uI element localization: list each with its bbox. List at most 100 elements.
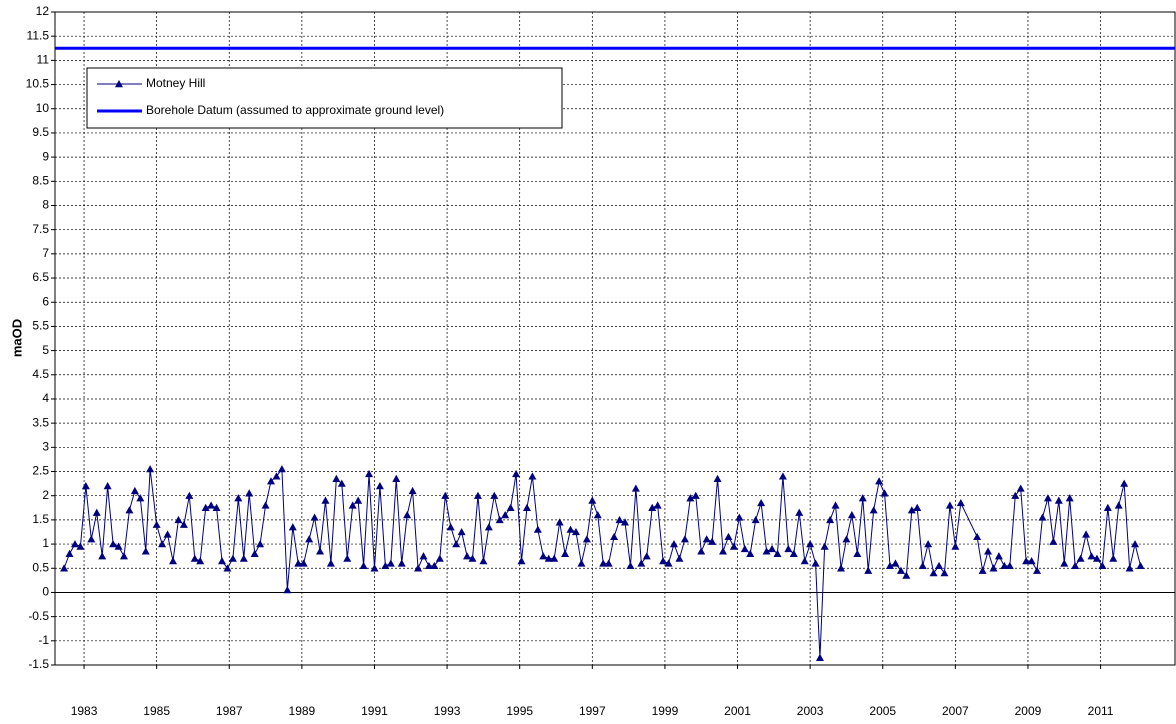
data-point: [653, 501, 662, 509]
y-tick-label: 5: [42, 343, 49, 357]
y-tick-label: 9.5: [32, 125, 49, 139]
x-tick-label: 2003: [797, 704, 824, 718]
y-axis-label: maOD: [9, 319, 24, 357]
y-tick-label: 10.5: [26, 77, 50, 91]
data-point: [419, 552, 428, 560]
data-point: [326, 559, 335, 567]
x-tick-label: 2007: [942, 704, 969, 718]
data-point: [522, 503, 531, 511]
legend: Motney Hill Borehole Datum (assumed to ap…: [86, 67, 563, 129]
data-point: [506, 503, 515, 511]
x-tick-label: 2001: [724, 704, 751, 718]
data-point: [1005, 561, 1014, 570]
y-tick-label: 2.5: [32, 464, 49, 478]
data-point: [1038, 513, 1047, 521]
data-point: [680, 535, 689, 543]
data-point: [332, 474, 341, 482]
data-point: [973, 532, 982, 541]
data-point: [517, 557, 526, 565]
legend-box: [86, 67, 563, 129]
data-point: [631, 484, 640, 492]
data-point: [659, 557, 668, 565]
y-tick-label: 8.5: [32, 173, 49, 187]
data-point: [795, 508, 804, 516]
data-point: [806, 540, 815, 548]
data-point: [784, 544, 793, 553]
data-point: [669, 540, 678, 548]
data-point: [365, 469, 374, 478]
y-tick-label: 4: [42, 391, 49, 405]
data-point: [299, 559, 308, 567]
data-point: [1033, 566, 1042, 574]
data-point: [316, 547, 325, 555]
data-point: [713, 474, 722, 482]
data-point: [1065, 494, 1074, 502]
data-point: [348, 501, 357, 509]
data-point: [550, 554, 559, 562]
data-point: [836, 564, 845, 572]
data-point: [354, 496, 363, 504]
data-point: [528, 472, 537, 480]
data-point: [1082, 530, 1091, 538]
data-point: [751, 515, 760, 524]
data-point: [185, 491, 194, 499]
data-point: [778, 472, 787, 480]
data-point: [65, 549, 74, 557]
data-point: [60, 564, 69, 572]
y-tick-label: 7: [42, 246, 49, 260]
y-tick-label: 12: [36, 4, 50, 18]
data-point: [392, 474, 401, 482]
data-point: [1098, 561, 1107, 570]
y-tick-label: 3.5: [32, 415, 49, 429]
data-point: [1027, 557, 1036, 565]
y-tick-label: 10: [36, 101, 50, 115]
data-point: [984, 547, 993, 555]
data-point: [1011, 491, 1020, 499]
data-point: [1060, 559, 1069, 567]
data-point: [880, 489, 889, 497]
data-point: [267, 477, 276, 485]
data-point: [1092, 554, 1101, 562]
data-point: [76, 542, 85, 550]
y-tick-label: -0.5: [28, 609, 49, 623]
data-point: [789, 549, 798, 557]
data-point: [223, 564, 232, 572]
data-point: [375, 482, 384, 490]
data-point: [1043, 494, 1052, 502]
data-point: [702, 535, 711, 543]
data-point: [675, 554, 684, 562]
data-point: [1125, 564, 1134, 572]
data-point: [463, 552, 472, 560]
data-point: [424, 561, 433, 570]
data-point: [768, 544, 777, 553]
data-point: [1076, 554, 1085, 562]
data-point: [212, 503, 221, 511]
data-point: [234, 494, 243, 502]
data-point: [724, 532, 733, 541]
legend-label: Borehole Datum (assumed to approximate g…: [146, 103, 444, 117]
x-tick-label: 1995: [506, 704, 533, 718]
data-point: [1114, 501, 1123, 509]
y-tick-label: 6.5: [32, 270, 49, 284]
data-point: [691, 491, 700, 499]
data-point: [370, 564, 379, 572]
data-point: [896, 566, 905, 574]
y-tick-label: 1.5: [32, 512, 49, 526]
y-tick-label: 11.5: [27, 28, 50, 42]
data-point: [501, 511, 510, 519]
data-point: [103, 482, 112, 490]
data-point: [664, 559, 673, 567]
data-point: [272, 472, 281, 480]
data-point: [1136, 561, 1145, 570]
data-point: [610, 532, 619, 541]
data-point: [119, 552, 128, 560]
data-point: [561, 549, 570, 557]
data-point: [479, 557, 488, 565]
data-point: [256, 540, 265, 548]
data-point: [1109, 554, 1118, 562]
data-point: [310, 513, 319, 521]
data-point: [495, 515, 504, 524]
data-point: [577, 559, 586, 567]
x-tick-label: 2011: [1088, 704, 1114, 718]
